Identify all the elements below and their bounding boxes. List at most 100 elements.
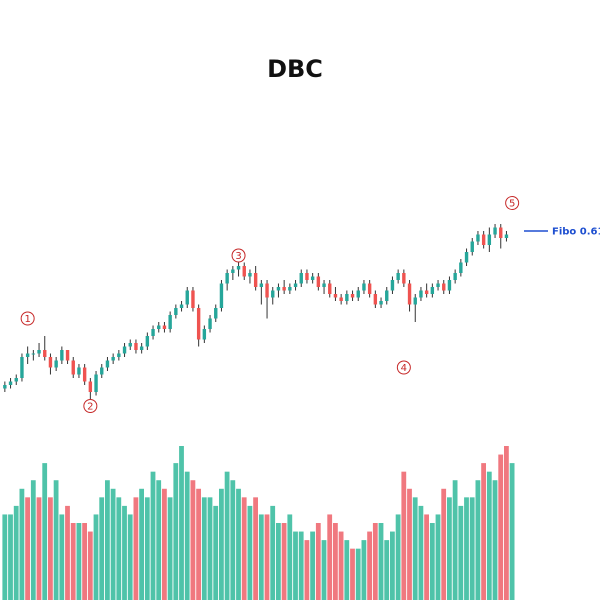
candle-body [8,381,13,385]
volume-bar [447,497,452,600]
candle [413,294,417,322]
candle [65,350,70,364]
volume-bar [36,497,42,600]
volume-bar [48,497,53,600]
candle-body [299,273,303,284]
volume-bar [19,488,25,600]
volume-bar [42,463,48,600]
candle [288,283,292,294]
wave-label-circle [396,360,411,375]
candle-body [442,283,446,291]
wave-label-2: 2 [83,399,98,413]
volume-bar [327,514,333,600]
wave-label-text: 4 [401,363,407,374]
candle-body [77,367,81,375]
volume-bar [173,463,179,600]
wave-label-text: 2 [87,402,93,413]
candle-body [145,336,150,347]
candle [345,290,349,305]
volume-bar [492,480,498,600]
candle [367,280,372,298]
candle-body [174,308,178,315]
candle [14,374,18,385]
candle-body [43,350,47,357]
candle-body [367,283,372,294]
candle-body [14,378,18,382]
volume-bar [241,497,247,600]
volume-bar [253,497,258,600]
candle-body [202,329,207,340]
candle [8,378,13,389]
candle-body [122,346,127,354]
candle-body [88,381,93,392]
candle [128,339,132,350]
volume-bar [486,471,492,600]
candle-body [362,283,366,291]
candle [219,280,224,312]
candle-body [82,367,87,382]
volume-bar [412,497,418,600]
volume-bar [321,540,327,600]
candle [94,371,98,396]
candle-body [499,227,503,238]
candle [350,290,355,301]
volume-bar [293,531,298,600]
volume-bar [395,514,401,600]
volume-bar [201,497,207,600]
volume-bar [361,540,367,600]
candle-body [271,290,275,298]
candle-body [117,353,121,357]
volume-bar [224,471,230,600]
candle-body [333,294,338,298]
candle-body [385,290,389,301]
candle [396,269,400,284]
volume-bar [310,531,315,600]
candle-body [293,283,298,287]
candle-body [214,308,218,319]
candle-body [185,290,189,305]
candle-body [436,283,440,287]
volume-bar [105,480,110,600]
volume-bar [236,488,241,600]
candle [487,227,492,252]
candle [447,276,452,294]
candle [122,343,127,357]
volume-bar [424,514,429,600]
candle [185,287,189,308]
candle [459,259,463,277]
candle-body [100,367,104,375]
candle-body [259,283,264,287]
volume-bar [498,454,504,600]
candle-body [322,283,326,287]
candle [48,353,53,375]
candle [162,322,167,333]
candle-body [60,350,64,361]
candle [310,273,315,284]
candle [464,248,469,266]
candle-body [168,315,172,329]
volume-bar [230,480,236,600]
candle [20,353,24,382]
volume-bar [139,488,144,600]
candle [37,343,41,357]
candle-body [248,273,252,277]
volume-bar [281,523,287,600]
candle-body [396,273,400,280]
candle [191,287,195,312]
volume-bar [150,471,156,600]
candle-body [350,294,355,298]
candle [179,301,184,312]
candle-body [282,287,286,291]
volume-bar [475,480,481,600]
candle [436,280,440,291]
volume-bar [70,523,76,600]
candle-body [151,329,155,336]
volume-bars [2,446,515,600]
volume-bar [509,463,515,600]
candle [379,297,383,308]
candle-body [208,318,212,329]
candle-body [413,297,417,305]
candle-body [470,241,474,252]
volume-bar [99,497,105,600]
volume-bar [156,480,162,600]
